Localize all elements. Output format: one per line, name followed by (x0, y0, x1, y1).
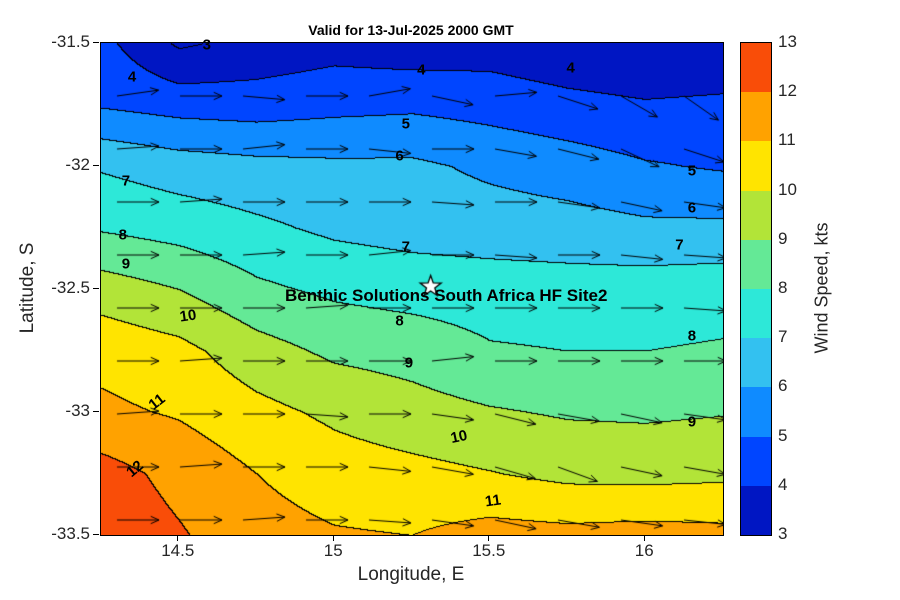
y-tick-mark (93, 410, 99, 412)
colorbar-tick-label: 4 (778, 474, 788, 494)
y-tick-label: -33.5 (51, 524, 90, 543)
y-tick-label: -32.5 (51, 278, 90, 297)
figure-title: Valid for 13-Jul-2025 2000 GMT (308, 22, 514, 38)
y-tick-mark (93, 164, 99, 166)
colorbar-band (741, 338, 771, 388)
colorbar-band (741, 190, 771, 240)
colorbar-tick-label: 10 (778, 179, 797, 199)
colorbar-tick-label: 7 (778, 327, 788, 347)
colorbar-band (741, 43, 771, 93)
x-tick-mark (177, 535, 179, 541)
y-tick-mark (93, 287, 99, 289)
plot-area: 3 4 4 4 5 5 6 6 7 7 7 8 8 8 9 9 9 10 10 11 11 12 Benthic Solut… (100, 37, 724, 536)
colorbar (740, 42, 772, 536)
colorbar-band (741, 141, 771, 191)
colorbar-label: Wind Speed, kts (811, 222, 832, 354)
colorbar-band (741, 239, 771, 289)
colorbar-tick-label: 3 (778, 524, 788, 543)
y-tick-mark (93, 41, 99, 43)
y-tick-label: -33 (65, 401, 90, 420)
x-tick-mark (643, 535, 645, 541)
contour-quiver-canvas (101, 43, 723, 535)
x-tick-label: 14.5 (161, 541, 195, 560)
y-tick-label: -31.5 (51, 32, 90, 51)
x-axis-label: Longitude, E (357, 564, 465, 585)
colorbar-tick-label: 11 (778, 130, 796, 150)
colorbar-tick-label: 12 (778, 81, 797, 101)
x-tick-label: 16 (634, 541, 654, 560)
x-tick-mark (488, 535, 490, 541)
colorbar-band (741, 92, 771, 142)
colorbar-tick-label: 6 (778, 376, 788, 396)
colorbar-band (741, 387, 771, 437)
colorbar-tick-label: 8 (778, 278, 788, 297)
colorbar-tick-label: 5 (778, 425, 788, 445)
colorbar-band (741, 485, 771, 535)
x-tick-mark (332, 535, 334, 541)
colorbar-band (741, 288, 771, 339)
x-tick-label: 15.5 (472, 541, 506, 560)
colorbar-tick-label: 13 (778, 32, 797, 51)
colorbar-tick-label: 9 (778, 228, 788, 248)
colorbar-band (741, 436, 771, 486)
y-tick-label: -32 (65, 155, 90, 174)
x-tick-label: 15 (323, 541, 343, 560)
y-tick-mark (93, 533, 99, 535)
